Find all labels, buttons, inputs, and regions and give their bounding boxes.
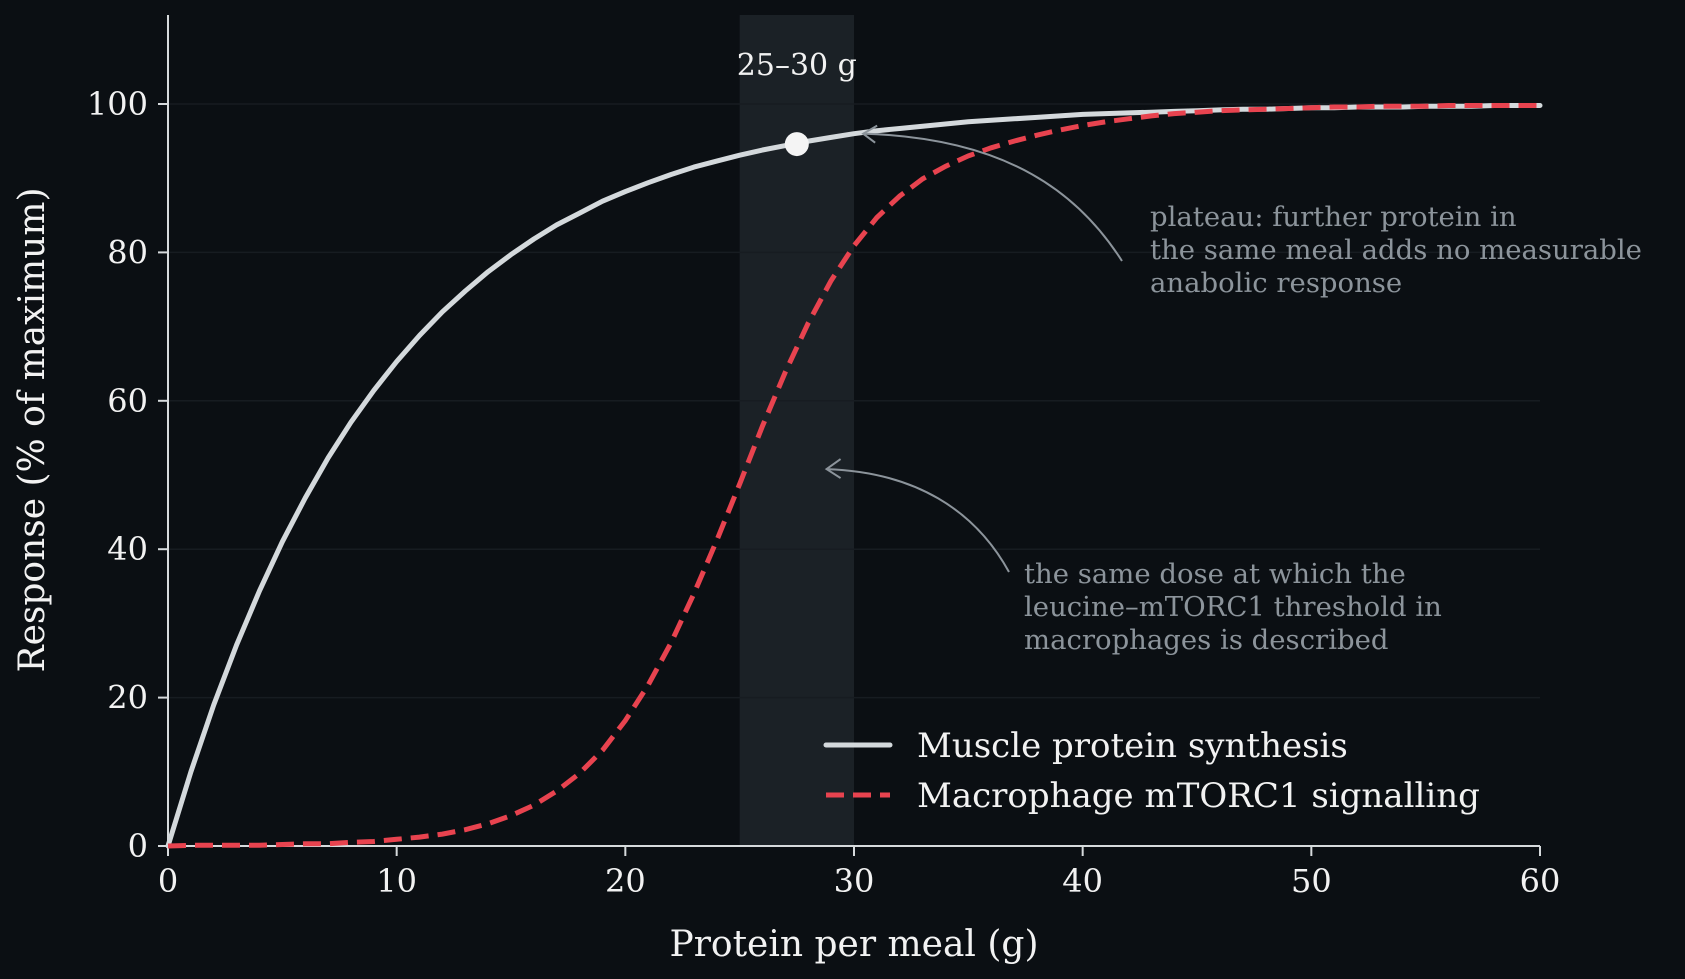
x-tick-label-10: 10 bbox=[376, 862, 417, 900]
annotation-plateau-line-3: anabolic response bbox=[1150, 267, 1402, 299]
gridlines bbox=[168, 103, 1540, 699]
annotation-threshold-line-3: macrophages is described bbox=[1024, 624, 1388, 656]
highlight-band-label: 25–30 g bbox=[737, 48, 857, 83]
x-ticks: 0 10 20 30 40 50 60 bbox=[158, 846, 1561, 900]
annotation-arrowhead-plateau bbox=[861, 124, 878, 144]
annotation-arrow-threshold bbox=[826, 468, 1010, 573]
y-tick-label-20: 20 bbox=[107, 679, 148, 717]
y-axis-title: Response (% of maximum) bbox=[12, 187, 53, 672]
legend-label-macrophage-mtorc1: Macrophage mTORC1 signalling bbox=[917, 776, 1480, 816]
annotation-arrow-plateau bbox=[863, 132, 1123, 262]
y-tick-label-60: 60 bbox=[107, 382, 148, 420]
y-tick-label-80: 80 bbox=[107, 233, 148, 271]
legend-label-muscle-protein-synthesis: Muscle protein synthesis bbox=[917, 726, 1348, 766]
annotation-plateau-line-2: the same meal adds no measurable bbox=[1150, 234, 1642, 266]
x-tick-label-50: 50 bbox=[1291, 862, 1332, 900]
annotation-arrowhead-threshold bbox=[824, 458, 842, 479]
y-ticks: 0 20 40 60 80 100 bbox=[87, 85, 168, 865]
x-tick-label-30: 30 bbox=[834, 862, 875, 900]
x-tick-label-0: 0 bbox=[158, 862, 178, 900]
y-tick-label-40: 40 bbox=[107, 530, 148, 568]
y-tick-label-0: 0 bbox=[128, 827, 148, 865]
y-tick-label-100: 100 bbox=[87, 85, 148, 123]
annotation-threshold-line-1: the same dose at which the bbox=[1024, 558, 1406, 590]
series-line-macrophage-mtorc1 bbox=[167, 103, 1540, 849]
legend: Muscle protein synthesis Macrophage mTOR… bbox=[823, 726, 1480, 816]
x-tick-label-20: 20 bbox=[605, 862, 646, 900]
x-tick-label-60: 60 bbox=[1520, 862, 1561, 900]
annotation-plateau-line-1: plateau: further protein in bbox=[1150, 201, 1517, 233]
x-tick-label-40: 40 bbox=[1062, 862, 1103, 900]
x-axis-title: Protein per meal (g) bbox=[669, 924, 1038, 965]
annotation-threshold: the same dose at which the leucine–mTORC… bbox=[1024, 558, 1451, 656]
plateau-marker-point bbox=[784, 132, 809, 157]
annotation-plateau: plateau: further protein in the same mea… bbox=[1150, 201, 1651, 299]
annotation-threshold-line-2: leucine–mTORC1 threshold in bbox=[1024, 591, 1442, 623]
series-group bbox=[165, 103, 1543, 849]
annotations: plateau: further protein in the same mea… bbox=[824, 124, 1651, 656]
